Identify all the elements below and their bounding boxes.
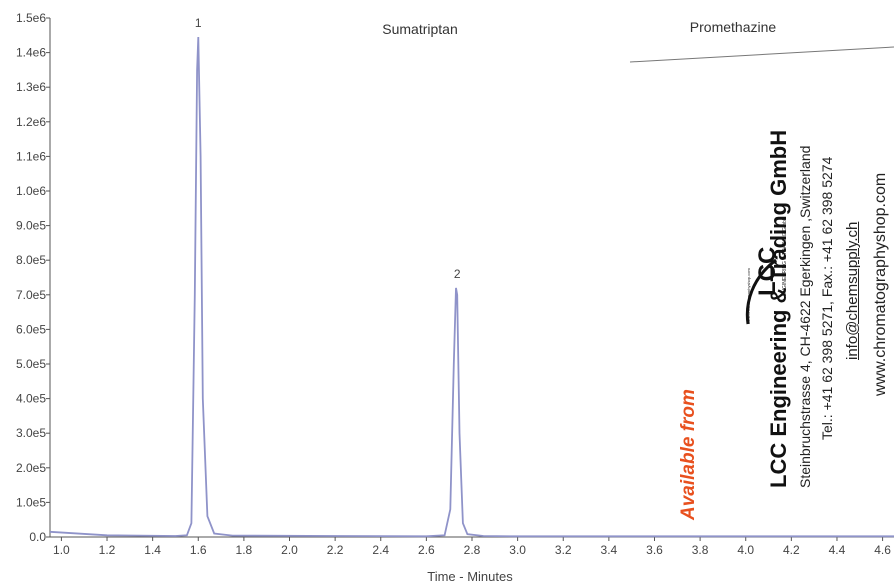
peak-labels: 12 — [195, 16, 461, 281]
y-tick-label: 8.0e5 — [16, 253, 46, 267]
x-tick-label: 1.8 — [236, 543, 253, 557]
x-tick-label: 4.2 — [783, 543, 800, 557]
x-tick-label: 4.4 — [829, 543, 846, 557]
y-tick-label: 1.1e6 — [16, 149, 46, 163]
series-group — [49, 36, 894, 538]
y-tick-label: 1.2e6 — [16, 115, 46, 129]
y-tick-label: 1.3e6 — [16, 80, 46, 94]
x-tick-label: 2.0 — [281, 543, 298, 557]
x-tick-label: 4.6 — [874, 543, 891, 557]
y-tick-label: 5.0e5 — [16, 357, 46, 371]
x-axis-label: Time - Minutes — [427, 569, 513, 584]
company-name: LCC Engineering & Trading GmbH — [766, 129, 791, 488]
y-axis-ticks: 0.0 1.0e5 2.0e5 3.0e5 4.0e5 5.0e5 6.0e5 7.0e5 8.… — [16, 11, 50, 544]
company-address: Steinbruchstrasse 4, CH-4622 Egerkingen … — [797, 145, 813, 488]
company-website: www.chromatographyshop.com — [872, 172, 889, 396]
supplier-stamp: Available from LCC ENGINEERING & TRADING… — [610, 40, 894, 585]
available-from-text: Available from — [678, 389, 699, 520]
x-tick-label: 3.0 — [509, 543, 526, 557]
annotation-promethazine: Promethazine — [690, 19, 777, 35]
x-tick-label: 2.4 — [372, 543, 389, 557]
x-tick-label: 4.0 — [737, 543, 754, 557]
y-tick-label: 1.0e6 — [16, 184, 46, 198]
company-phone: Tel.: +41 62 398 5271, Fax.: +41 62 398 … — [819, 156, 835, 440]
series-line — [49, 36, 894, 538]
y-tick-label: 1.5e6 — [16, 11, 46, 25]
x-tick-label: 3.8 — [692, 543, 709, 557]
x-tick-label: 1.0 — [53, 543, 70, 557]
y-tick-label: 4.0e5 — [16, 392, 46, 406]
x-tick-label: 2.6 — [418, 543, 435, 557]
company-email: info@chemsupply.ch — [844, 221, 861, 360]
y-tick-label: 6.0e5 — [16, 322, 46, 336]
divider-line — [629, 46, 894, 63]
y-tick-label: 0.0 — [29, 530, 46, 544]
annotation-sumatriptan: Sumatriptan — [382, 21, 457, 37]
peak-label: 2 — [454, 267, 461, 281]
x-tick-label: 3.4 — [601, 543, 618, 557]
y-tick-label: 2.0e5 — [16, 461, 46, 475]
x-tick-label: 2.8 — [464, 543, 481, 557]
y-tick-label: 1.4e6 — [16, 46, 46, 60]
y-tick-label: 9.0e5 — [16, 219, 46, 233]
y-tick-label: 1.0e5 — [16, 495, 46, 509]
y-tick-label: 3.0e5 — [16, 426, 46, 440]
x-tick-label: 2.2 — [327, 543, 344, 557]
y-tick-label: 7.0e5 — [16, 288, 46, 302]
logo-swoosh-icon — [745, 258, 777, 325]
peak-label: 1 — [195, 16, 202, 30]
x-tick-label: 3.6 — [646, 543, 663, 557]
x-axis-ticks: 1.0 1.2 1.4 1.6 1.8 2.0 2.2 2.4 2.6 2.8 3.0 3.2 3.4 3… — [53, 537, 891, 557]
x-tick-label: 1.6 — [190, 543, 207, 557]
x-tick-label: 1.2 — [99, 543, 116, 557]
x-tick-label: 1.4 — [144, 543, 161, 557]
x-tick-label: 3.2 — [555, 543, 572, 557]
